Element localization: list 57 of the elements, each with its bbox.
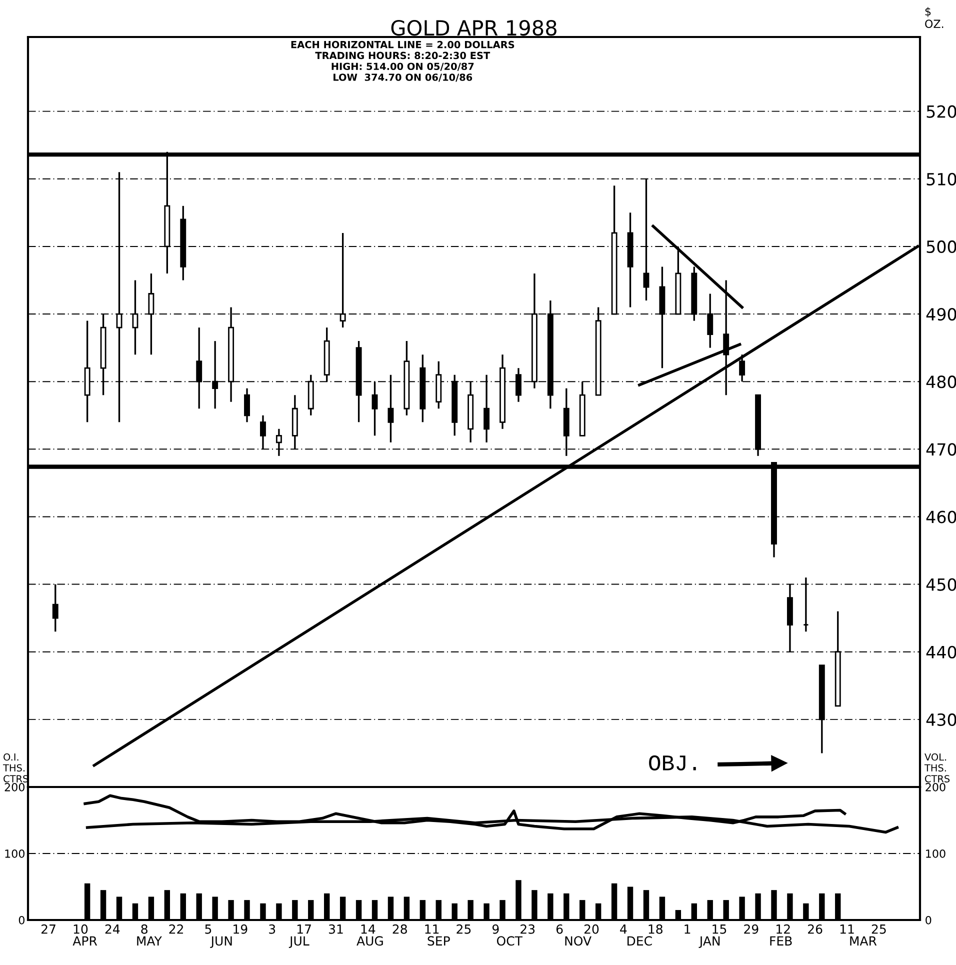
- x2-tick-label: APR: [72, 936, 98, 946]
- y-tick-label: 470: [926, 443, 956, 456]
- x-tick-label: 29: [744, 924, 758, 934]
- x-tick-label: 11: [840, 924, 854, 934]
- annotation: OBJ.: [649, 755, 696, 770]
- x-tick-label: 25: [456, 924, 471, 934]
- y-tick-label: 200: [4, 782, 24, 792]
- x-tick-label: 24: [105, 924, 120, 934]
- x-tick-label: 12: [776, 924, 790, 934]
- y-tick-label: 100: [5, 849, 24, 858]
- x-tick-label: 27: [41, 924, 56, 934]
- y-tick-label: 500: [926, 240, 956, 254]
- x-tick-label: 28: [392, 924, 407, 934]
- y-tick-label: 480: [926, 376, 956, 388]
- y-axis-title: $ OZ.: [925, 7, 944, 28]
- x2-tick-label: NOV: [565, 936, 592, 946]
- x2-tick-label: SEP: [428, 936, 450, 946]
- x2-tick-label: FEB: [770, 936, 792, 946]
- x-tick-label: 8: [141, 924, 148, 934]
- x-tick-label: 14: [361, 924, 376, 934]
- x-tick-label: 31: [328, 924, 343, 934]
- x2-tick-label: MAR: [850, 936, 877, 946]
- x2-tick-label: DEC: [627, 936, 652, 946]
- x-tick-label: 19: [234, 924, 248, 934]
- x-tick-label: 10: [74, 924, 88, 934]
- x2-tick-label: JAN: [698, 936, 720, 948]
- y-tick-label: 430: [926, 713, 956, 726]
- x-tick-label: 15: [712, 924, 726, 934]
- x-tick-label: 3: [269, 924, 276, 934]
- x-tick-label: 18: [648, 924, 662, 934]
- x2-tick-label: JUN: [210, 936, 232, 948]
- y-tick-label: 440: [926, 646, 956, 658]
- x-tick-label: 5: [205, 924, 212, 934]
- y-tick-label: 510: [926, 172, 956, 186]
- x2-tick-label: MAY: [137, 936, 162, 946]
- x-tick-label: 23: [520, 924, 535, 934]
- x-tick-label: 17: [297, 924, 311, 934]
- x-tick-label: 4: [620, 924, 627, 934]
- chart-title: GOLD APR 1988: [391, 20, 556, 36]
- y-tick-label: 460: [926, 510, 956, 524]
- x-tick-label: 9: [492, 924, 499, 934]
- x-tick-label: 11: [425, 924, 439, 934]
- y-tick-label: 0: [18, 916, 24, 924]
- x-tick-label: 20: [584, 924, 599, 934]
- x2-tick-label: OCT: [496, 936, 522, 946]
- x2-tick-label: JUL: [288, 936, 310, 948]
- y2-axis-title: VOL. THS. CTRS: [924, 753, 950, 782]
- x-tick-label: 6: [556, 924, 563, 934]
- y-tick-label: 490: [926, 308, 956, 321]
- x-tick-label: 22: [169, 924, 183, 934]
- x-tick-label: 25: [872, 924, 886, 934]
- x2-tick-label: AUG: [356, 936, 383, 946]
- text: EACH HORIZONTAL LINE = 2.00 DOLLARS TRADING HOURS: 8:20-2:30 EST HIGH: 514.00 ON 05/20/87 LOW 374.70 ON 06/10/86: [291, 40, 514, 82]
- y-tick-label: 450: [926, 578, 956, 591]
- x-tick-label: 1: [684, 924, 690, 934]
- x-tick-label: 26: [808, 924, 822, 934]
- y-tick-label: 520: [926, 105, 956, 118]
